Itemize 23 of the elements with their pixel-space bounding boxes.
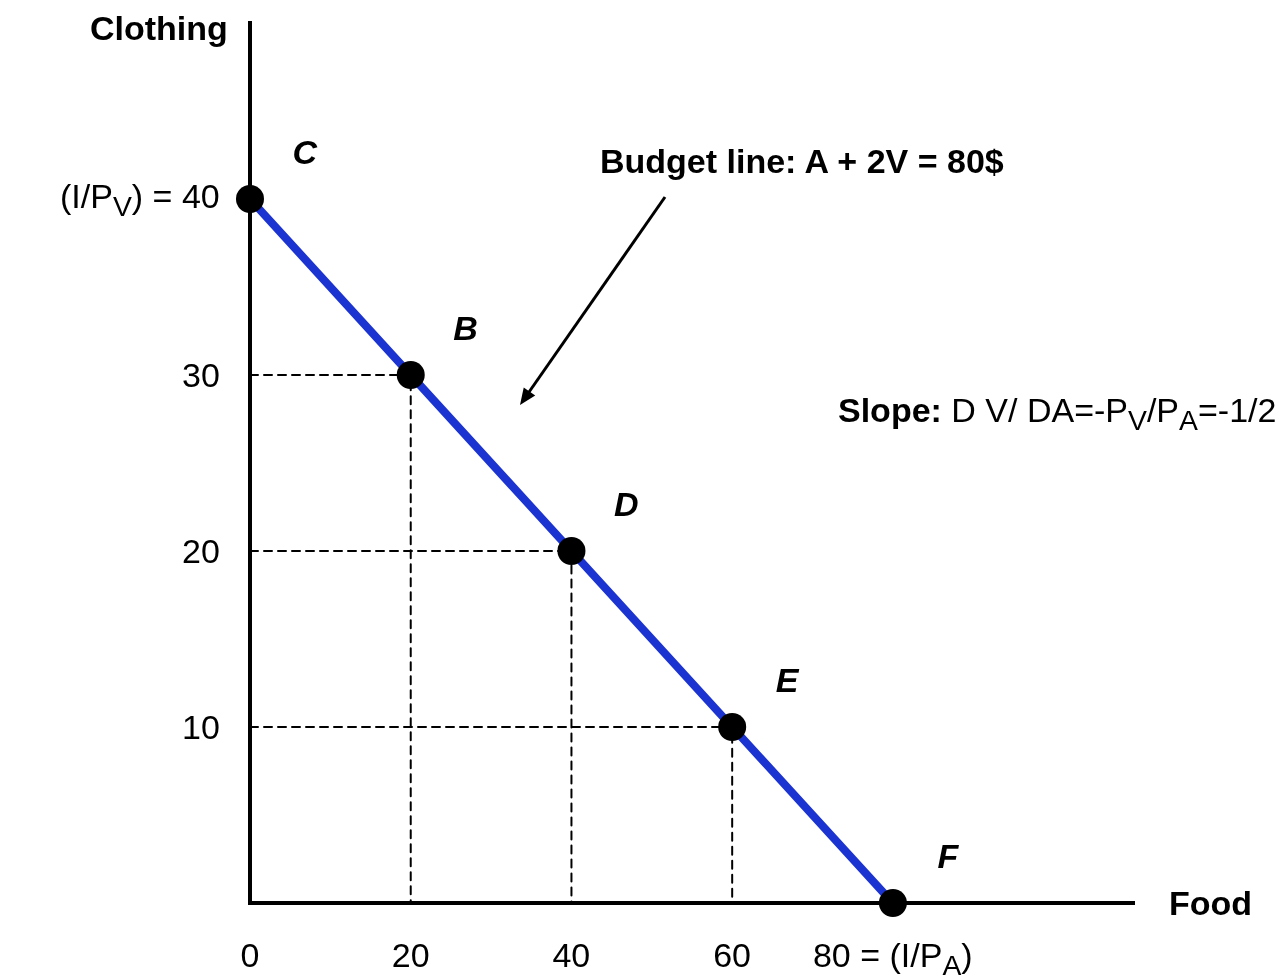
annotation: C	[292, 133, 318, 171]
y-tick-label: 10	[182, 708, 220, 746]
point	[396, 361, 425, 389]
point	[236, 185, 264, 213]
y-axis-title: Clothing	[90, 9, 228, 47]
x-tick-label: 40	[552, 936, 591, 974]
y-tick-label: 30	[182, 356, 220, 394]
annotation: B	[453, 309, 478, 347]
x-axis-title: Food	[1169, 884, 1253, 922]
y-tick-label: 20	[182, 532, 220, 570]
point	[878, 889, 907, 917]
annotation: D	[613, 485, 639, 523]
x-tick-label: 20	[391, 936, 430, 974]
annotation: E	[775, 661, 799, 699]
x-tick-label: 0	[240, 936, 260, 974]
annotation: Slope: D V/ DA=-P$_{V}$/P$_{A}$=-1/2	[838, 391, 1277, 436]
point	[718, 713, 747, 741]
x-tick-label: 60	[713, 936, 751, 974]
x-tick-label: 80 = (I/P$_{A}$)	[812, 936, 973, 978]
y-tick-label: (I/P$_{V}$) = 40	[60, 176, 220, 222]
annotation: F	[937, 837, 959, 875]
point	[557, 537, 586, 565]
annotation: Budget line: A + 2V = 80$	[600, 142, 1004, 180]
